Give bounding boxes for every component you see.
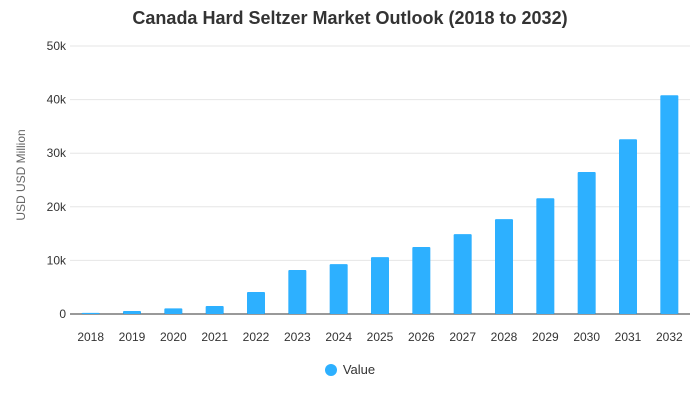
- legend-label-value: Value: [342, 362, 376, 377]
- bar-2031: [619, 139, 637, 314]
- bar-2030: [577, 171, 596, 314]
- chart-title: Canada Hard Seltzer Market Outlook (2018…: [132, 8, 568, 28]
- x-tick-label: 2029: [532, 330, 559, 344]
- bar-2018: [81, 312, 100, 314]
- x-tick-label: 2030: [573, 330, 600, 344]
- bar-2025: [371, 257, 389, 314]
- x-tick-label: 2021: [201, 330, 228, 344]
- x-tick-label: 2020: [160, 330, 187, 344]
- bar-2022: [247, 292, 265, 314]
- bar-2028: [495, 219, 513, 314]
- y-tick-label: 10k: [47, 253, 67, 267]
- x-tick-label: 2026: [408, 330, 435, 344]
- y-tick-label: 40k: [47, 93, 67, 107]
- x-tick-label: 2024: [325, 330, 352, 344]
- y-tick-label: 30k: [47, 146, 67, 160]
- x-tick-label: 2018: [77, 330, 104, 344]
- bar-2020: [164, 308, 183, 314]
- bar-2021: [205, 305, 224, 314]
- bar-2029: [536, 198, 555, 314]
- bar-2023: [288, 270, 307, 314]
- x-tick-label: 2019: [119, 330, 146, 344]
- bar-2027: [453, 234, 472, 314]
- x-tick-label: 2027: [449, 330, 476, 344]
- x-tick-label: 2025: [367, 330, 394, 344]
- legend[interactable]: Value: [0, 362, 700, 377]
- x-tick-label: 2023: [284, 330, 311, 344]
- y-tick-label: 50k: [47, 39, 67, 53]
- x-tick-label: 2032: [656, 330, 683, 344]
- legend-swatch-value: [324, 363, 337, 376]
- x-tick-label: 2022: [243, 330, 270, 344]
- bar-2026: [412, 247, 431, 314]
- bar-2032: [660, 95, 679, 314]
- bar-2019: [123, 311, 141, 314]
- bar-2024: [329, 264, 348, 314]
- y-tick-label: 20k: [47, 200, 67, 214]
- x-tick-label: 2028: [491, 330, 518, 344]
- y-tick-label: 0: [59, 307, 66, 321]
- x-tick-label: 2031: [615, 330, 642, 344]
